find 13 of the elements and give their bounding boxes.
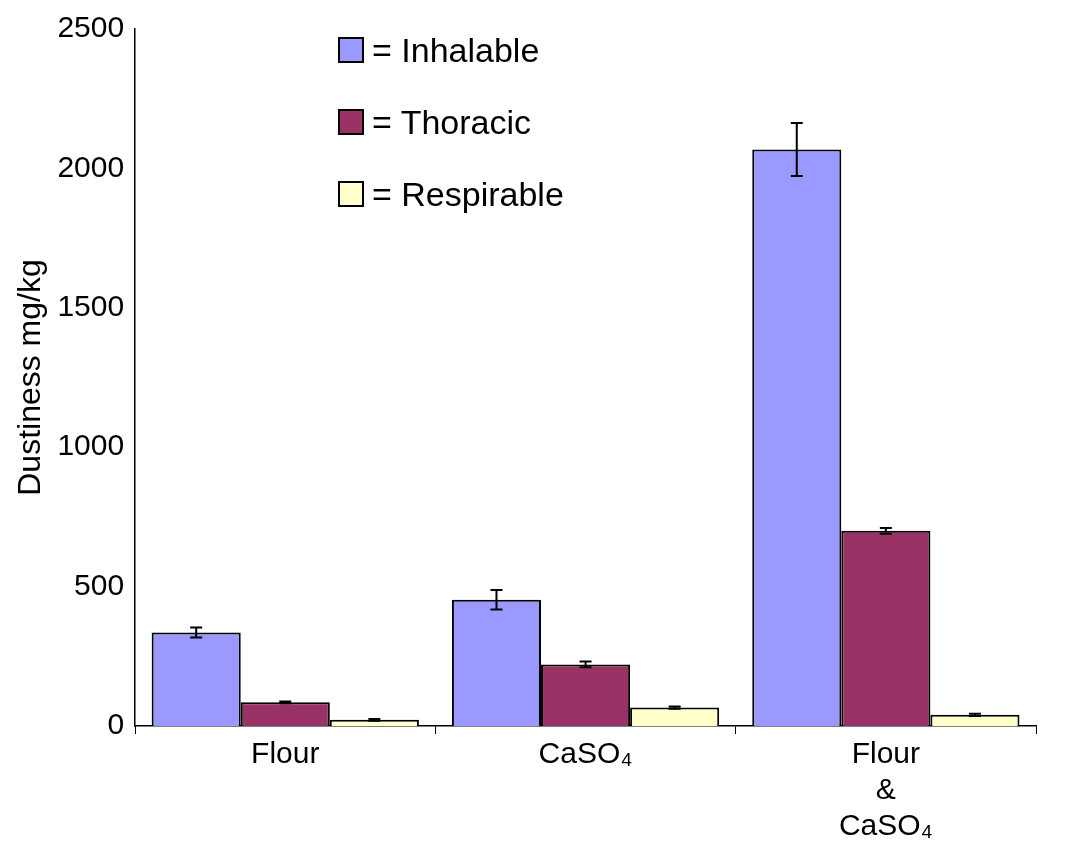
x-tick-label: Flour: [251, 736, 320, 770]
y-tick-label: 1500: [57, 289, 125, 323]
y-axis-title: Dustiness mg/kg: [11, 259, 48, 496]
y-tick-label: 0: [107, 707, 125, 741]
x-tick-label: CaSO₄: [538, 736, 633, 770]
y-tick-label: 2000: [57, 149, 125, 183]
legend-label: = Respirable: [372, 174, 564, 214]
y-tick-label: 1000: [57, 428, 125, 462]
y-tick-label: 2500: [57, 10, 125, 44]
legend-label: = Inhalable: [372, 30, 540, 70]
legend-label: = Thoracic: [372, 102, 532, 142]
x-tick-label: Flour & CaSO₄: [838, 736, 933, 842]
y-tick-label: 500: [74, 567, 125, 601]
